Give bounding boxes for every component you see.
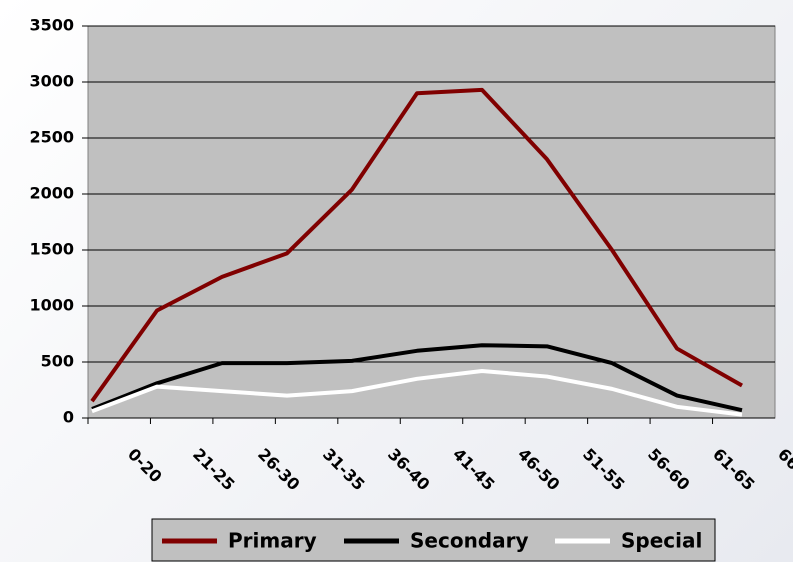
x-tick-label: 0-20 <box>124 445 166 487</box>
y-tick-label: 3000 <box>29 72 74 91</box>
y-tick-label: 0 <box>63 408 74 427</box>
legend-box <box>151 518 716 562</box>
y-tick-label: 3500 <box>29 16 74 35</box>
x-tick-label: 66+ <box>774 445 793 484</box>
line-series <box>91 368 743 417</box>
x-tick-label: 46-50 <box>514 445 564 495</box>
legend-label: Primary <box>228 529 317 553</box>
line-series <box>90 87 743 403</box>
x-tick-label: 41-45 <box>449 445 499 495</box>
x-tick-label: 51-55 <box>579 445 629 495</box>
y-tick-label: 1000 <box>29 296 74 315</box>
x-tick-label: 56-60 <box>644 445 694 495</box>
x-tick-label: 31-35 <box>319 445 369 495</box>
x-tick-label: 26-30 <box>254 445 304 495</box>
x-tick-label: 61-65 <box>709 445 759 495</box>
x-tick-label: 21-25 <box>189 445 239 495</box>
legend-label: Secondary <box>410 529 529 553</box>
plot-area <box>87 25 776 419</box>
y-tick-label: 2000 <box>29 184 74 203</box>
x-tick-label: 36-40 <box>384 445 434 495</box>
line-series <box>91 343 743 413</box>
y-tick-label: 500 <box>41 352 74 371</box>
y-tick-label: 1500 <box>29 240 74 259</box>
y-tick-label: 2500 <box>29 128 74 147</box>
legend-label: Special <box>621 529 702 553</box>
